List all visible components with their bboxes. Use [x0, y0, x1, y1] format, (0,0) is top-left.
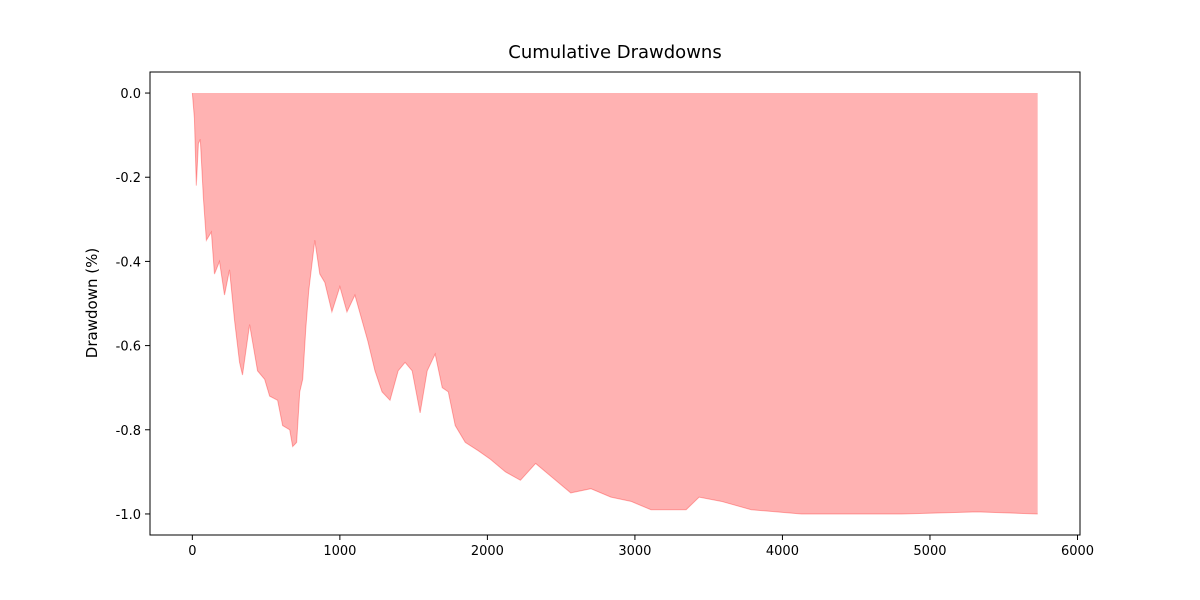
- area: [192, 93, 1038, 514]
- plot-frame: [149, 71, 1081, 536]
- y-tick-label: -0.6: [116, 340, 141, 355]
- y-tick-label: -0.8: [116, 424, 141, 439]
- area-line: [191, 93, 1038, 515]
- y-tick-label: -1.0: [116, 508, 141, 523]
- x-tick-label: 1000: [323, 544, 356, 559]
- x-tick-label: 5000: [913, 544, 946, 559]
- x-tick-label: 3000: [618, 544, 651, 559]
- x-tick-label: 2000: [471, 544, 504, 559]
- y-tick-label: -0.2: [116, 171, 141, 186]
- chart-title: Cumulative Drawdowns: [508, 42, 721, 63]
- x-tick-label: 6000: [1061, 544, 1094, 559]
- y-tick-label: 0.0: [120, 87, 141, 102]
- y-tick-label: -0.4: [116, 255, 141, 270]
- x-tick-label: 4000: [766, 544, 799, 559]
- y-axis-label: Drawdown (%): [83, 248, 101, 358]
- x-tick-label: 0: [188, 544, 196, 559]
